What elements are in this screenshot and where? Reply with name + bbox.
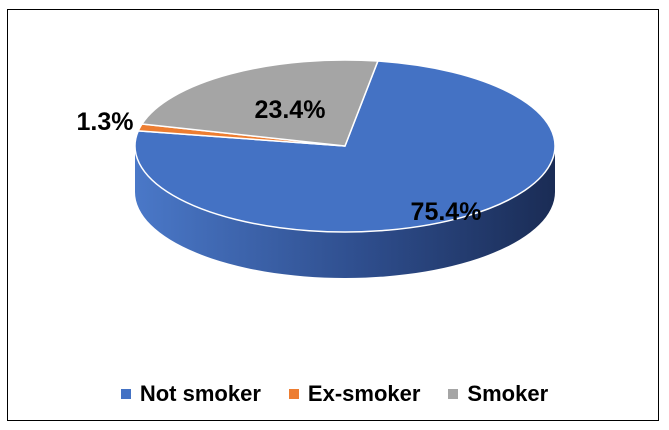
legend-item-not-smoker: Not smoker (120, 381, 261, 407)
legend-label-not-smoker: Not smoker (139, 381, 261, 406)
data-label-ex-smoker: 1.3% (77, 108, 134, 136)
legend-label-smoker: Smoker (467, 381, 549, 406)
chart-legend: Not smoker Ex-smoker Smoker (0, 381, 669, 407)
legend-swatch-ex-smoker (288, 389, 299, 399)
legend-item-smoker: Smoker (448, 381, 548, 407)
legend-label-ex-smoker: Ex-smoker (307, 381, 421, 406)
pie-side-not-smoker (135, 146, 555, 278)
data-label-not-smoker: 75.4% (411, 198, 482, 226)
legend-item-ex-smoker: Ex-smoker (288, 381, 421, 407)
legend-swatch-not-smoker (120, 389, 131, 399)
legend-swatch-smoker (448, 389, 459, 399)
pie-slice-smoker (141, 59, 379, 147)
data-label-smoker: 23.4% (255, 96, 326, 124)
